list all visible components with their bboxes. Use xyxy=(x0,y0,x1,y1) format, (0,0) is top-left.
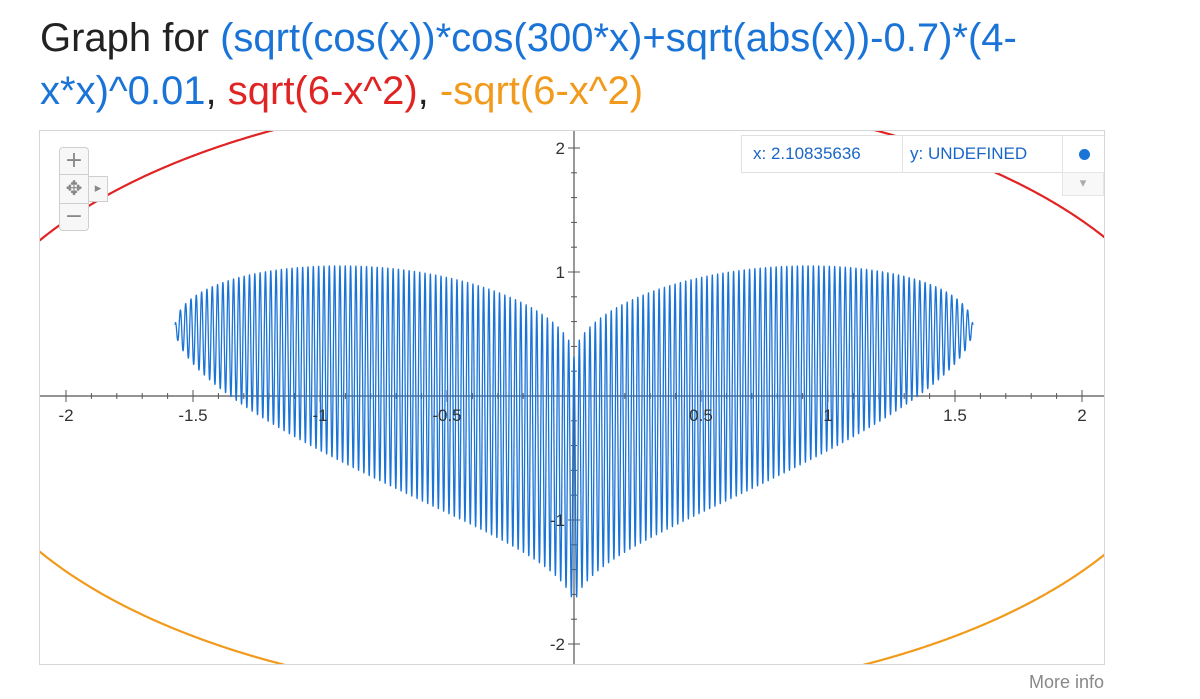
series-dropdown-button[interactable]: ▾ xyxy=(1062,172,1104,196)
series-indicator-dot-icon[interactable] xyxy=(1079,149,1090,160)
x-tick-label: -2 xyxy=(58,406,73,425)
series-line-1 xyxy=(174,265,974,598)
graph-panel[interactable]: -2 -1.5 -1 -0.5 0.5 1 1.5 2 2 1 -1 -2 + ✥ ▸ − x: 2.… xyxy=(39,130,1105,665)
x-tick-label: 0.5 xyxy=(689,406,713,425)
title-function-3: -sqrt(6-x^2) xyxy=(439,69,644,113)
y-tick-label: 1 xyxy=(556,263,565,282)
zoom-in-button[interactable]: + xyxy=(59,147,89,175)
title-separator-2: , xyxy=(417,69,440,113)
x-tick-label: -0.5 xyxy=(432,406,461,425)
title-function-1: (sqrt(cos(x))*cos(300*x)+sqrt(abs(x))-0.… xyxy=(40,16,1017,113)
plot-canvas[interactable]: -2 -1.5 -1 -0.5 0.5 1 1.5 2 2 1 -1 -2 xyxy=(40,131,1104,664)
readout-divider xyxy=(902,136,903,172)
page-title: Graph for (sqrt(cos(x))*cos(300*x)+sqrt(… xyxy=(40,12,1150,118)
title-function-2: sqrt(6-x^2) xyxy=(227,69,418,113)
x-readout: x: 2.10835636 xyxy=(753,144,861,163)
x-tick-label: 2 xyxy=(1077,406,1086,425)
y-tick-label: 2 xyxy=(556,139,565,158)
series-line-3 xyxy=(40,550,1104,664)
coordinate-readout: x: 2.10835636 y: UNDEFINED xyxy=(741,135,1104,173)
more-info-link[interactable]: More info xyxy=(1028,672,1104,692)
x-tick-label: -1.5 xyxy=(178,406,207,425)
zoom-out-button[interactable]: − xyxy=(59,203,89,231)
y-readout: y: UNDEFINED xyxy=(910,144,1028,163)
y-tick-label: -2 xyxy=(550,635,565,654)
readout-divider xyxy=(1062,136,1063,172)
title-separator-1: , xyxy=(205,69,228,113)
expand-arrow-button[interactable]: ▸ xyxy=(88,176,108,202)
x-tick-label: -1 xyxy=(312,406,327,425)
x-tick-label: 1.5 xyxy=(943,406,967,425)
title-prefix: Graph for xyxy=(40,16,221,60)
x-tick-label: 1 xyxy=(823,406,832,425)
pan-icon[interactable]: ✥ xyxy=(59,174,89,204)
y-tick-label: -1 xyxy=(550,511,565,530)
